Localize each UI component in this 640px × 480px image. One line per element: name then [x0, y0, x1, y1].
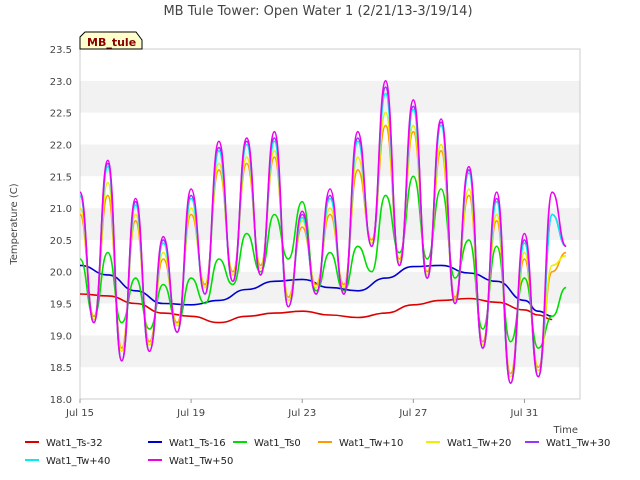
y-tick-label: 18.5 [50, 363, 72, 374]
x-axis: Jul 15 Jul 19 Jul 23 Jul 27 Jul 31 [65, 399, 538, 419]
y-tick-label: 18.0 [50, 395, 72, 406]
y-axis-label: Temperature (C) [9, 183, 20, 265]
y-axis: 18.0 18.5 19.0 19.5 20.0 20.5 21.0 21.5 22.0 22.5… [50, 45, 72, 406]
x-tick-label: Jul 15 [65, 408, 94, 419]
legend-label: Wat1_Tw+30 [546, 438, 610, 449]
series-line [79, 79, 567, 384]
y-tick-label: 21.5 [50, 172, 72, 183]
legend-label: Wat1_Ts-32 [46, 438, 103, 449]
y-tick-label: 19.0 [50, 331, 72, 342]
grid-band [80, 239, 580, 272]
legend-label: Wat1_Tw+40 [46, 456, 110, 467]
series-lines [79, 79, 567, 384]
x-tick-label: Jul 31 [509, 408, 538, 419]
legend: Wat1_Ts-32 Wat1_Ts-16 Wat1_Ts0 Wat1_Tw+10 Wa… [25, 438, 610, 467]
x-tick-label: Jul 23 [287, 408, 316, 419]
y-tick-label: 22.5 [50, 109, 72, 120]
y-tick-label: 19.5 [50, 300, 72, 311]
y-tick-label: 21.0 [50, 204, 72, 215]
grid-band [80, 144, 580, 177]
legend-label: Wat1_Ts-16 [169, 438, 226, 449]
legend-label: Wat1_Tw+20 [447, 438, 511, 449]
grid-bands [80, 49, 580, 399]
grid-band [80, 208, 580, 240]
x-tick-label: Jul 27 [398, 408, 427, 419]
y-tick-label: 23.0 [50, 77, 72, 88]
grid-band [80, 80, 580, 113]
legend-label: Wat1_Ts0 [254, 438, 301, 449]
y-tick-label: 22.0 [50, 140, 72, 151]
y-tick-label: 23.5 [50, 45, 72, 56]
x-tick-label: Jul 19 [176, 408, 205, 419]
site-label-box: MB_tule [79, 31, 143, 50]
series-line [79, 264, 553, 318]
plot-area-border [79, 48, 581, 400]
grid-band [80, 303, 580, 336]
x-axis-label: Time [553, 425, 578, 436]
y-tick-label: 20.0 [50, 268, 72, 279]
legend-label: Wat1_Tw+10 [339, 438, 403, 449]
legend-label: Wat1_Tw+50 [169, 456, 233, 467]
chart-title: MB Tule Tower: Open Water 1 (2/21/13-3/1… [163, 4, 472, 19]
y-tick-label: 20.5 [50, 236, 72, 247]
grid-band [80, 112, 580, 145]
grid-band [80, 367, 580, 399]
grid-band [80, 335, 580, 368]
series-line [79, 293, 553, 324]
grid-band [80, 49, 580, 81]
grid-band [80, 176, 580, 209]
site-label: MB_tule [87, 36, 136, 49]
